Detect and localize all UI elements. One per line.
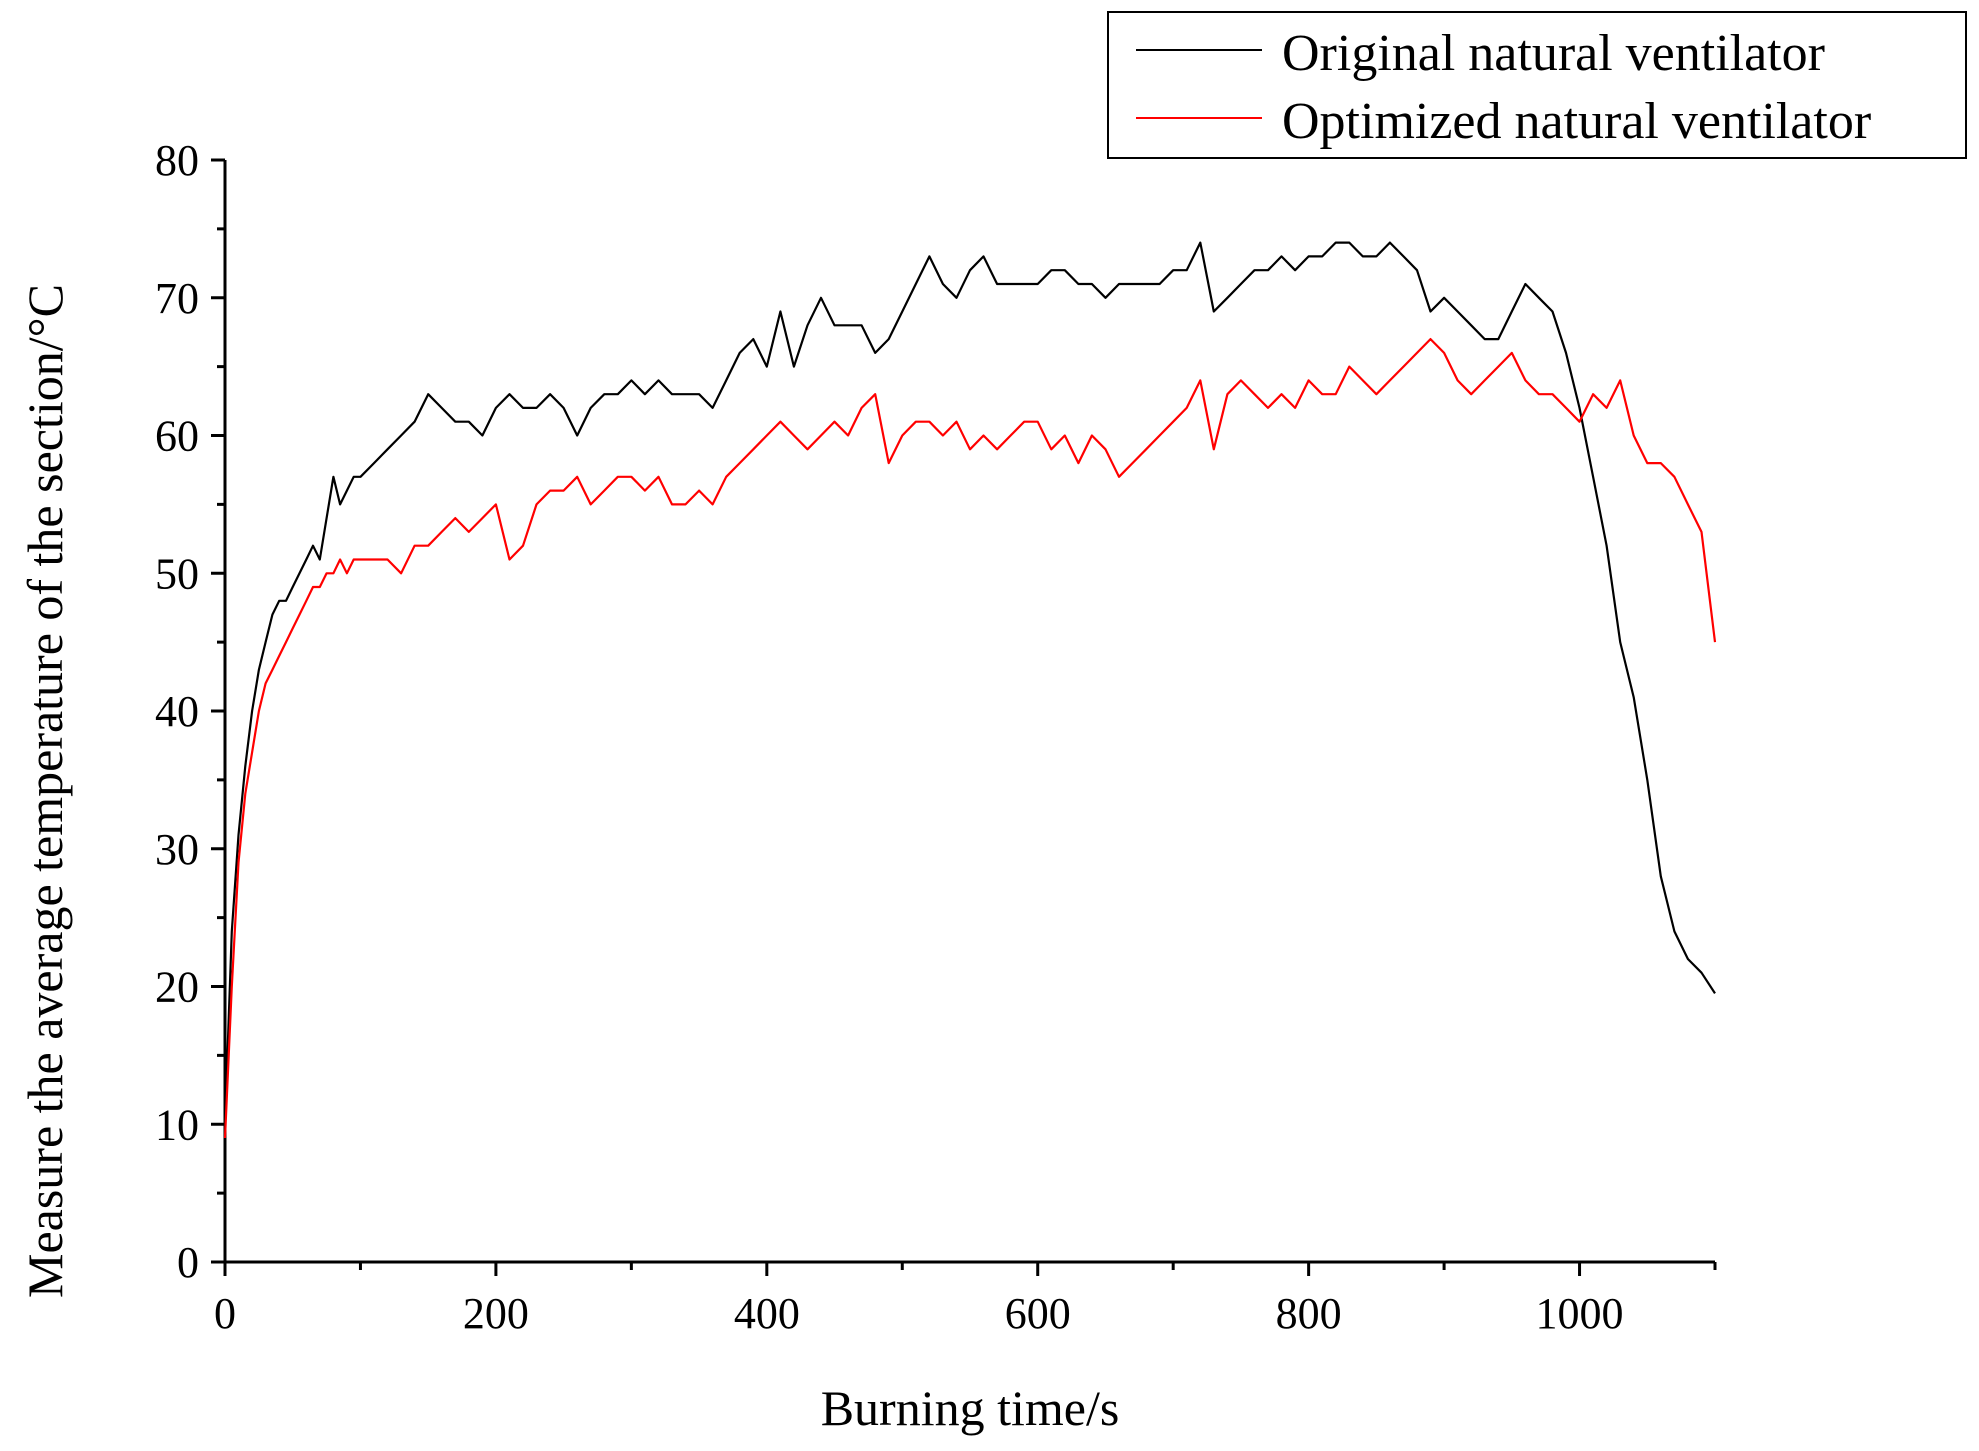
x-tick-label: 0 [214,1289,236,1338]
tick-labels: 0 200 400 600 800 1000 0 10 20 30 40 50 60 70 80 [155,136,1624,1338]
legend-label-optimized: Optimized natural ventilator [1282,93,1871,150]
y-axis-title: Measure the average temperature of the s… [17,284,73,1298]
y-tick-label: 20 [155,963,199,1012]
legend: Original natural ventilator Optimized na… [1107,11,1967,159]
y-tick-label: 10 [155,1100,199,1149]
y-tick-label: 30 [155,825,199,874]
x-tick-label: 1000 [1536,1289,1624,1338]
y-tick-label: 60 [155,412,199,461]
series-lines [223,241,1717,1139]
series-line-original [223,241,1716,1125]
x-tick-label: 800 [1276,1289,1342,1338]
x-tick-label: 200 [463,1289,529,1338]
y-tick-label: 80 [155,136,199,185]
x-axis-title: Burning time/s [821,1380,1120,1436]
series-line-optimized [223,338,1717,1139]
y-tick-label: 50 [155,549,199,598]
legend-label-original: Original natural ventilator [1282,25,1825,82]
legend-box [1107,11,1967,159]
axes [211,158,1717,1276]
y-tick-label: 70 [155,274,199,323]
x-tick-label: 600 [1005,1289,1071,1338]
y-tick-label: 0 [177,1238,199,1287]
y-tick-label: 40 [155,687,199,736]
x-tick-label: 400 [734,1289,800,1338]
